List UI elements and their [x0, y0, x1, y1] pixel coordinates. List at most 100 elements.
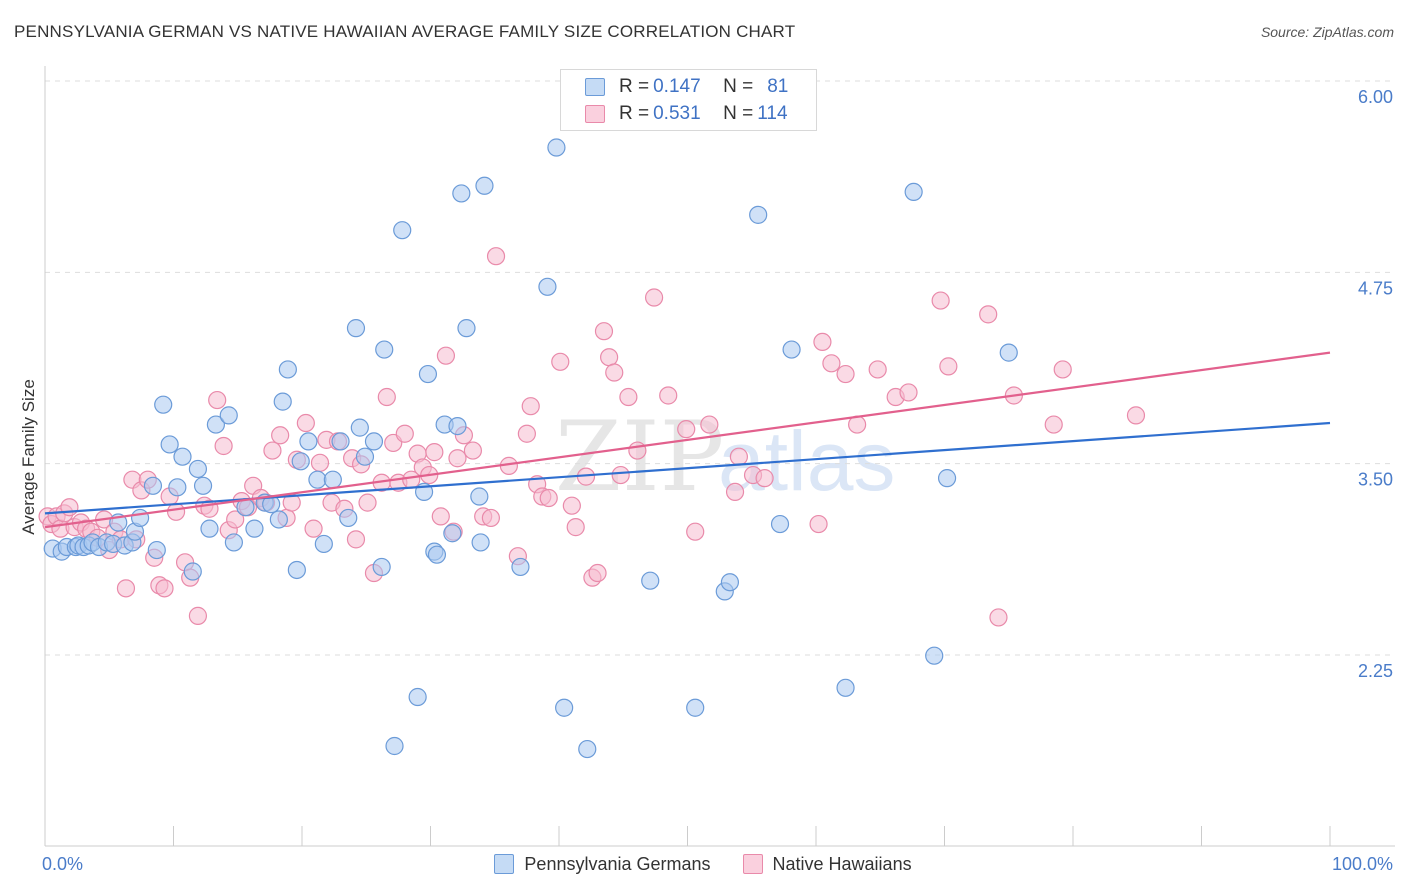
- axes: [44, 66, 1395, 847]
- legend-swatch-blue: [585, 78, 605, 96]
- native-hawaiians-point: [686, 522, 705, 541]
- legend-label: Pennsylvania Germans: [524, 853, 711, 874]
- native-hawaiians-point: [358, 493, 377, 512]
- pennsylvania-germans-point: [925, 646, 944, 665]
- native-hawaiians-point: [836, 364, 855, 384]
- native-hawaiians-point: [425, 443, 444, 462]
- legend-swatch-pink: [585, 105, 605, 123]
- n-value: 81: [767, 76, 789, 97]
- native-hawaiians-point: [677, 420, 696, 439]
- pennsylvania-germans-point: [641, 571, 660, 590]
- pennsylvania-germans-point: [314, 534, 333, 554]
- n-label: N =: [723, 76, 754, 97]
- r-label: R =: [619, 76, 650, 97]
- pennsylvania-germans-point: [408, 687, 427, 707]
- native-hawaiians-point: [60, 498, 79, 517]
- native-hawaiians-point: [1053, 360, 1072, 379]
- n-value: 114: [757, 103, 788, 124]
- native-hawaiians-point: [659, 386, 678, 405]
- native-hawaiians-point: [395, 424, 414, 443]
- native-hawaiians-point: [939, 357, 958, 376]
- r-label: R =: [619, 103, 650, 124]
- pennsylvania-germans-point: [224, 533, 243, 552]
- pennsylvania-germans-point: [143, 476, 163, 495]
- pennsylvania-germans-point: [308, 470, 327, 489]
- native-hawaiians-point: [263, 441, 282, 460]
- pennsylvania-germans-point: [511, 557, 530, 577]
- watermark-atlas: atlas: [718, 414, 895, 508]
- pennsylvania-germans-point: [364, 432, 384, 451]
- y-tick-label: 6.00: [1358, 87, 1393, 107]
- native-hawaiians-point: [989, 608, 1008, 627]
- legend-item-native-hawaiians: Native Hawaiians: [742, 854, 912, 875]
- native-hawaiians-point: [436, 346, 456, 365]
- native-hawaiians-point: [813, 332, 832, 352]
- pennsylvania-germans-point: [385, 736, 404, 756]
- native-hawaiians-point: [809, 514, 828, 534]
- native-hawaiians-point: [448, 449, 467, 468]
- pennsylvania-germans-point: [346, 319, 366, 338]
- native-hawaiians-point: [868, 360, 887, 379]
- native-hawaiians-point: [310, 453, 330, 472]
- source-credit: Source: ZipAtlas.com: [1260, 24, 1394, 40]
- correlation-legend: R = 0.147 N = 81 R = 0.531 N = 114: [560, 69, 817, 131]
- pennsylvania-germans-point: [291, 452, 310, 471]
- pennsylvania-germans-point: [393, 221, 412, 240]
- r-value: 0.531: [653, 103, 701, 124]
- native-hawaiians-point: [644, 288, 664, 307]
- pennsylvania-germans-point: [183, 562, 202, 581]
- legend-swatch-pink: [742, 854, 763, 874]
- pennsylvania-germans-point: [538, 277, 557, 296]
- pennsylvania-germans-point: [168, 478, 187, 497]
- pennsylvania-germans-point: [471, 533, 490, 552]
- gridlines: [45, 80, 1395, 656]
- pennsylvania-germans-point: [154, 395, 173, 414]
- legend-row-native-hawaiians: R = 0.531 N = 114: [585, 103, 788, 125]
- native-hawaiians-point: [377, 387, 396, 407]
- native-hawaiians-point: [296, 413, 315, 433]
- trend-lines: [44, 351, 1331, 529]
- pennsylvania-germans-point: [160, 435, 179, 454]
- pennsylvania-germans-point: [200, 519, 219, 538]
- pennsylvania-germans-point: [782, 340, 801, 359]
- pennsylvania-germans-point: [372, 557, 391, 577]
- series-legend: Pennsylvania Germans Native Hawaiians: [0, 852, 1406, 876]
- pennsylvania-germans-point: [331, 432, 350, 451]
- native-hawaiians-point: [600, 348, 619, 367]
- native-hawaiians-point: [1126, 406, 1146, 425]
- native-hawaiians-point: [226, 510, 245, 529]
- pennsylvania-germans-point: [188, 459, 208, 479]
- pennsylvania-germans-point: [770, 514, 790, 534]
- pennsylvania-germans-point: [287, 560, 306, 580]
- r-value: 0.147: [653, 76, 701, 97]
- native-hawaiians-point: [431, 507, 450, 526]
- native-hawaiians-point: [899, 383, 918, 402]
- pennsylvania-germans-point: [457, 319, 476, 338]
- pennsylvania-germans-point: [173, 447, 192, 466]
- x-tick-label-min: 0.0%: [42, 854, 83, 874]
- native-hawaiians-point: [271, 426, 290, 445]
- native-hawaiians-point: [304, 519, 323, 538]
- pennsylvania-germans-point: [443, 524, 462, 543]
- native-hawaiians-point: [611, 465, 630, 485]
- x-tick-label-max: 100.0%: [1332, 854, 1393, 874]
- pennsylvania-germans-point: [470, 487, 489, 506]
- y-tick-label: 4.75: [1358, 278, 1393, 298]
- native-hawaiians-point: [166, 502, 186, 521]
- native-hawaiians-point: [594, 322, 614, 341]
- pennsylvania-germans-point: [350, 418, 369, 437]
- pennsylvania-germans-point: [130, 508, 150, 528]
- native-hawaiians-point: [979, 305, 998, 324]
- pennsylvania-germans-point: [299, 432, 318, 451]
- pennsylvania-germans-point: [475, 176, 494, 195]
- native-hawaiians-point: [188, 606, 208, 625]
- pennsylvania-germans-point: [555, 698, 574, 717]
- pennsylvania-germans-point: [686, 698, 705, 717]
- pennsylvania-germans-point: [278, 360, 297, 379]
- native-hawaiians-point: [822, 354, 841, 373]
- native-hawaiians-point: [463, 441, 483, 460]
- pennsylvania-germans-point: [720, 573, 740, 592]
- pennsylvania-germans-point: [427, 545, 447, 564]
- native-hawaiians-point: [755, 469, 774, 488]
